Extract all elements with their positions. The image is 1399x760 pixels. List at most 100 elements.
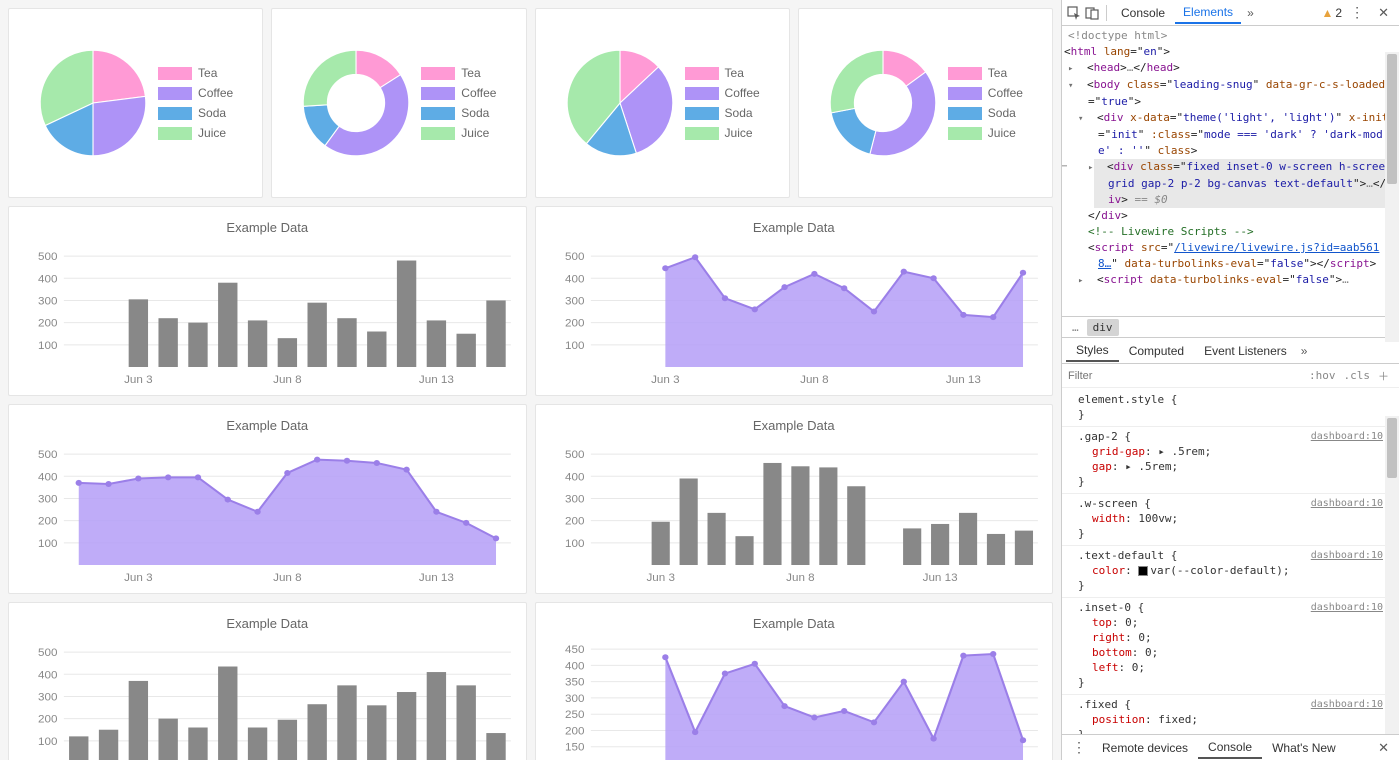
svg-text:100: 100 [38, 538, 57, 550]
svg-text:300: 300 [38, 493, 57, 505]
area-chart: 150200250300350400450Jun 3Jun 8Jun 13 [540, 635, 1049, 760]
svg-text:Jun 13: Jun 13 [419, 572, 454, 584]
legend-item: Juice [421, 126, 496, 140]
legend-item: Soda [685, 106, 760, 120]
pie-chart-1 [38, 48, 148, 158]
svg-text:200: 200 [565, 515, 584, 527]
legend-item: Soda [948, 106, 1023, 120]
tab-whats-new[interactable]: What's New [1262, 737, 1346, 759]
devtools-toolbar: Console Elements » ▲2 ⋮ ✕ [1062, 0, 1399, 26]
svg-text:500: 500 [38, 449, 57, 461]
svg-text:450: 450 [565, 644, 584, 656]
breadcrumb-item[interactable]: div [1087, 319, 1119, 336]
svg-text:Jun 13: Jun 13 [922, 572, 957, 584]
svg-text:500: 500 [565, 449, 584, 461]
tab-event-listeners[interactable]: Event Listeners [1194, 340, 1297, 362]
chart-title: Example Data [226, 220, 308, 235]
devtools-panel: Console Elements » ▲2 ⋮ ✕ <!doctype html… [1061, 0, 1399, 760]
tabs-more-icon[interactable]: » [1247, 6, 1254, 20]
svg-text:100: 100 [565, 340, 584, 352]
pie-card-4: TeaCoffeeSodaJuice [798, 8, 1053, 198]
styles-filter-row: :hov .cls ＋ [1062, 364, 1399, 388]
drawer-menu-icon[interactable]: ⋮ [1066, 739, 1092, 756]
legend: TeaCoffeeSodaJuice [685, 66, 760, 140]
style-tabs-more-icon[interactable]: » [1301, 344, 1308, 358]
drawer-close-icon[interactable]: ✕ [1372, 740, 1395, 756]
svg-text:300: 300 [565, 493, 584, 505]
svg-text:Jun 13: Jun 13 [419, 374, 454, 386]
chart-title: Example Data [753, 616, 835, 631]
new-rule-icon[interactable]: ＋ [1374, 368, 1393, 384]
legend-item: Tea [158, 66, 233, 80]
bar-chart-card-1: Example Data100200300400500Jun 3Jun 8Jun… [8, 206, 527, 396]
chart-title: Example Data [226, 616, 308, 631]
svg-text:500: 500 [38, 251, 57, 263]
device-icon[interactable] [1084, 5, 1100, 21]
hov-toggle[interactable]: :hov [1305, 369, 1340, 382]
svg-text:200: 200 [38, 515, 57, 527]
svg-text:500: 500 [38, 647, 57, 659]
svg-text:300: 300 [38, 295, 57, 307]
svg-text:Jun 3: Jun 3 [124, 572, 153, 584]
area-chart: 100 200 300 400 500 Jun 3 Jun 8 Jun 13 [13, 437, 522, 587]
svg-text:200: 200 [38, 713, 57, 725]
svg-text:Jun 8: Jun 8 [786, 572, 815, 584]
scrollbar[interactable] [1385, 416, 1399, 734]
drawer-tabs: ⋮ Remote devices Console What's New ✕ [1062, 734, 1399, 760]
svg-text:100: 100 [565, 538, 584, 550]
bar-chart: 100200300400500Jun 3Jun 8Jun 13 [13, 239, 522, 389]
kebab-menu-icon[interactable]: ⋮ [1344, 4, 1370, 21]
donut-chart-2 [828, 48, 938, 158]
tab-remote-devices[interactable]: Remote devices [1092, 737, 1198, 759]
bar-chart: 100200300400500Jun 3Jun 8Jun 13 [540, 437, 1049, 587]
tab-console[interactable]: Console [1113, 2, 1173, 24]
tab-drawer-console[interactable]: Console [1198, 736, 1262, 759]
legend: TeaCoffeeSodaJuice [421, 66, 496, 140]
legend-item: Soda [158, 106, 233, 120]
svg-text:Jun 8: Jun 8 [273, 374, 302, 386]
inspect-icon[interactable] [1066, 5, 1082, 21]
legend: TeaCoffeeSodaJuice [948, 66, 1023, 140]
tab-computed[interactable]: Computed [1119, 340, 1194, 362]
legend-item: Soda [421, 106, 496, 120]
tab-elements[interactable]: Elements [1175, 1, 1241, 24]
scrollbar[interactable] [1385, 52, 1399, 342]
tab-styles[interactable]: Styles [1066, 339, 1119, 362]
dom-tree[interactable]: <!doctype html> <html lang="en"> ▸<head>… [1062, 26, 1399, 316]
svg-text:400: 400 [38, 471, 57, 483]
svg-text:500: 500 [565, 251, 584, 263]
breadcrumb-more[interactable]: … [1068, 321, 1083, 334]
svg-text:Jun 13: Jun 13 [945, 374, 980, 386]
svg-text:100: 100 [38, 736, 57, 748]
pie-card-1: TeaCoffeeSodaJuice [8, 8, 263, 198]
warning-badge[interactable]: ▲2 [1322, 6, 1343, 20]
svg-text:300: 300 [565, 693, 584, 705]
area-chart-card-2: Example Data 100 200 300 400 500 Jun 3 Jun 8 Jun… [8, 404, 527, 594]
legend-item: Juice [948, 126, 1023, 140]
area-chart-card-1: Example Data100200300400500Jun 3Jun 8Jun… [535, 206, 1054, 396]
chart-title: Example Data [226, 418, 308, 433]
bar-chart-card-3: Example Data100200300400500Jun 3Jun 8Jun… [8, 602, 527, 760]
svg-text:400: 400 [565, 471, 584, 483]
legend-item: Tea [685, 66, 760, 80]
legend-item: Juice [685, 126, 760, 140]
svg-text:Jun 8: Jun 8 [800, 374, 829, 386]
cls-toggle[interactable]: .cls [1340, 369, 1375, 382]
selected-dom-node[interactable]: ⋯▸<div class="fixed inset-0 w-screen h-s… [1094, 159, 1399, 208]
svg-text:400: 400 [38, 273, 57, 285]
svg-text:250: 250 [565, 709, 584, 721]
svg-text:350: 350 [565, 676, 584, 688]
svg-text:Jun 8: Jun 8 [273, 572, 302, 584]
svg-text:Jun 3: Jun 3 [651, 374, 680, 386]
dashboard-grid: TeaCoffeeSodaJuice TeaCoffeeSodaJuice Te… [0, 0, 1061, 760]
svg-text:400: 400 [565, 660, 584, 672]
svg-text:300: 300 [38, 691, 57, 703]
styles-pane[interactable]: element.style {}.gap-2 {dashboard:10grid… [1062, 388, 1399, 734]
pie-card-2: TeaCoffeeSodaJuice [271, 8, 526, 198]
svg-text:100: 100 [38, 340, 57, 352]
close-icon[interactable]: ✕ [1372, 5, 1395, 21]
svg-text:Jun 3: Jun 3 [124, 374, 153, 386]
donut-chart-1 [301, 48, 411, 158]
styles-filter-input[interactable] [1068, 370, 1305, 382]
bar-chart: 100200300400500Jun 3Jun 8Jun 13 [13, 635, 522, 760]
